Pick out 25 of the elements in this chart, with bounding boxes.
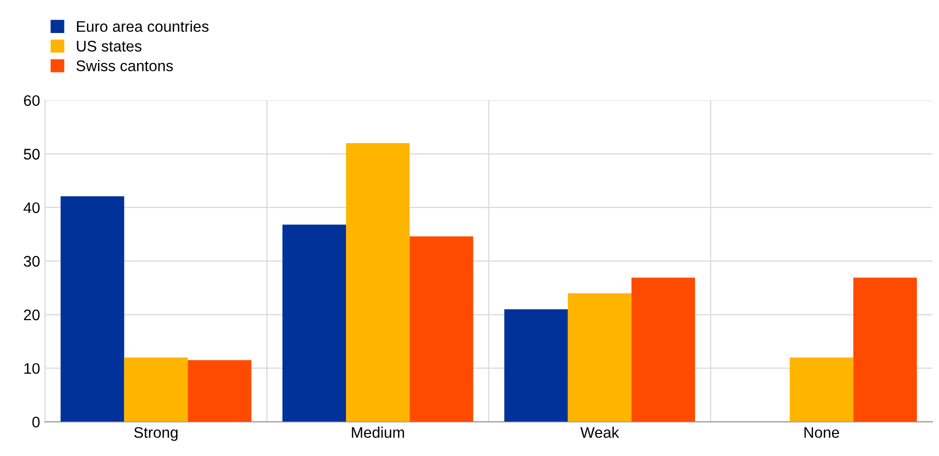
bar	[790, 358, 854, 422]
bar	[853, 278, 917, 422]
legend-label: US states	[76, 40, 142, 52]
y-tick-label: 10	[24, 363, 40, 374]
x-tick-label: Medium	[352, 426, 404, 438]
x-tick-label: None	[804, 427, 840, 438]
y-tick-label: 50	[24, 148, 40, 160]
bar	[504, 309, 568, 422]
x-tick-label: Weak	[580, 426, 620, 438]
y-tick-label: 0	[32, 416, 40, 428]
bar	[188, 360, 252, 422]
x-tick-label: Strong	[134, 427, 178, 441]
y-tick-label: 30	[24, 256, 40, 267]
y-tick-label: 40	[24, 202, 40, 214]
bar	[568, 293, 632, 422]
bar	[410, 236, 474, 422]
bar	[60, 196, 124, 422]
y-tick-label: 20	[24, 310, 40, 320]
legend-label: Euro area countries	[77, 20, 209, 32]
bar	[631, 278, 696, 422]
legend-label: Swiss cantons	[76, 60, 173, 72]
bar	[124, 358, 188, 422]
bar	[346, 143, 410, 422]
y-tick-label: 60	[24, 95, 40, 106]
bar	[282, 224, 346, 422]
